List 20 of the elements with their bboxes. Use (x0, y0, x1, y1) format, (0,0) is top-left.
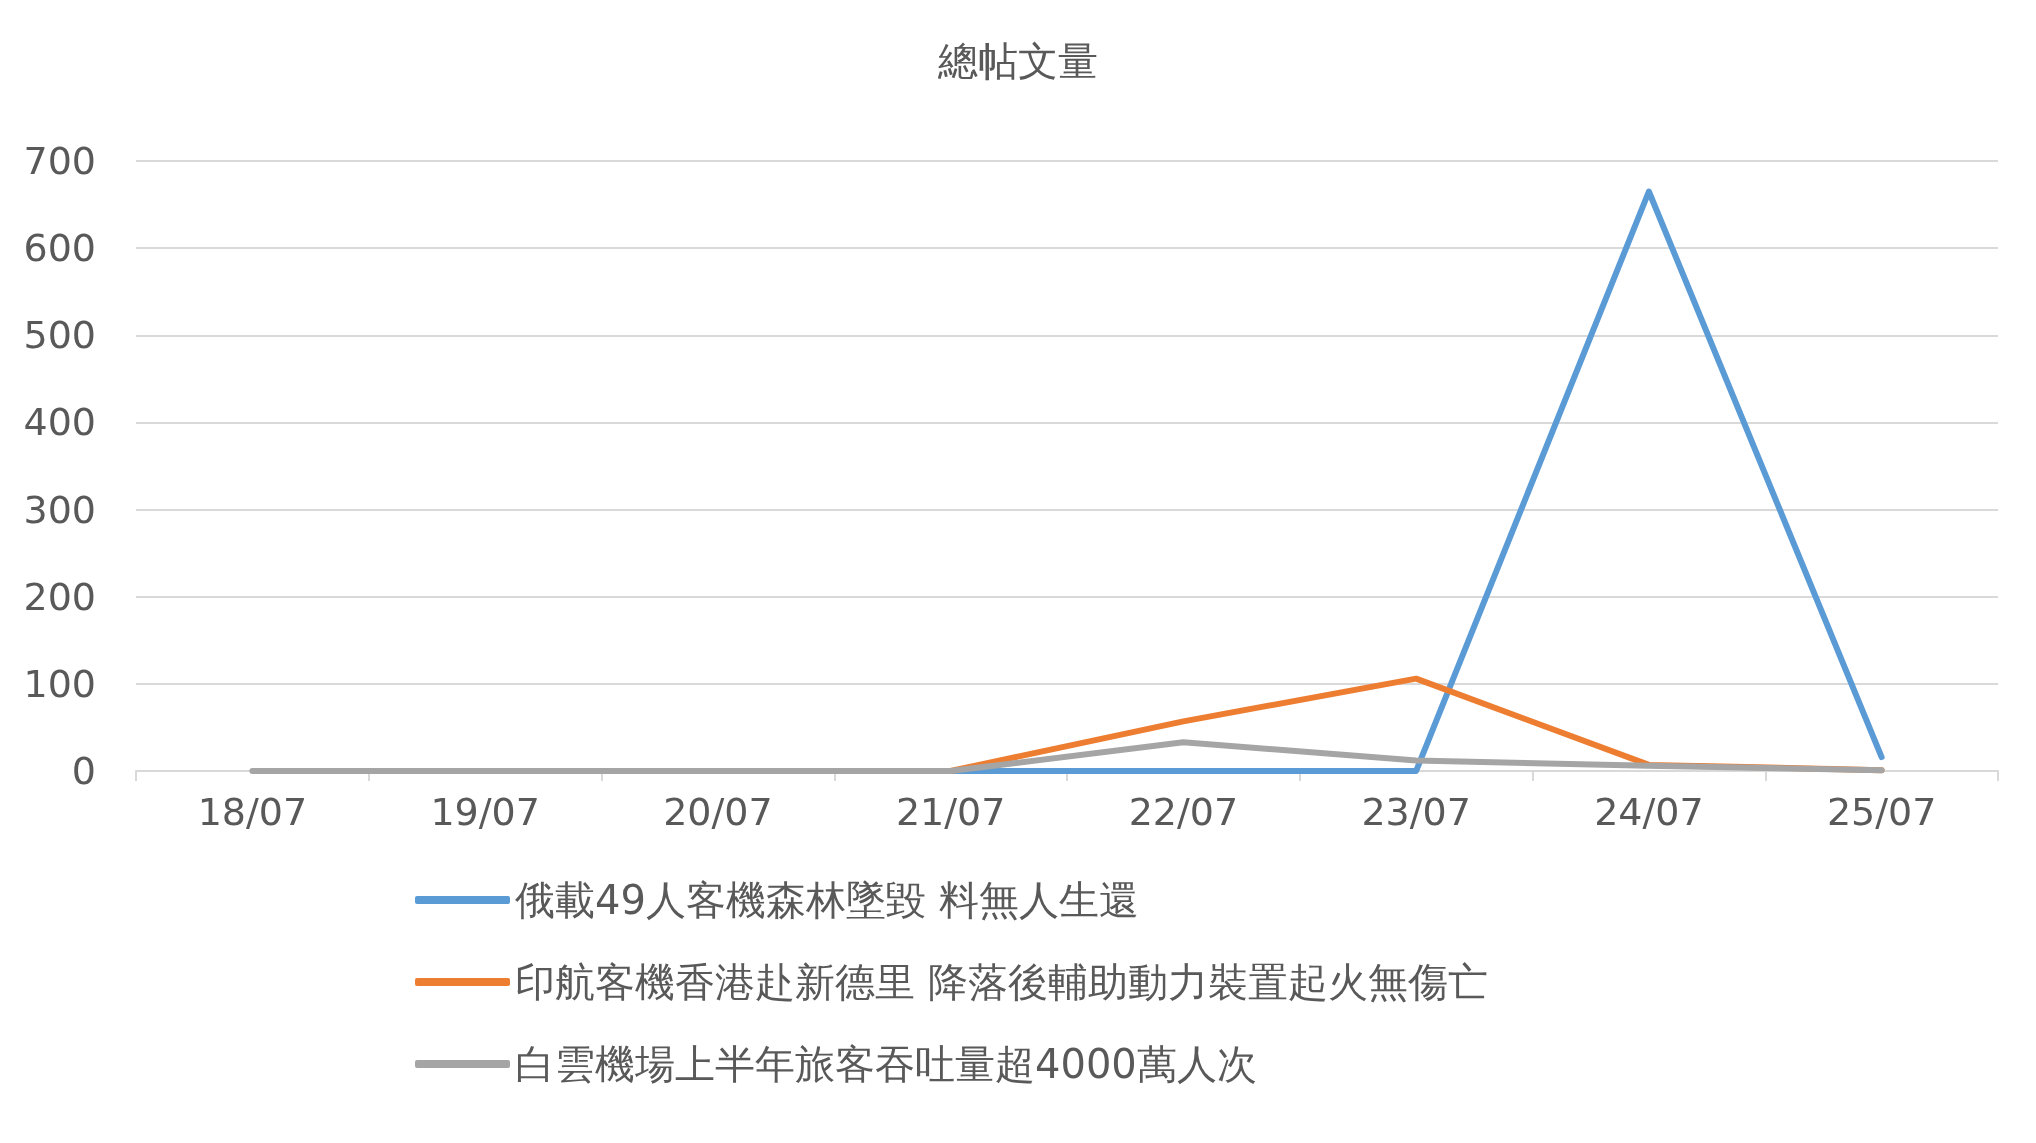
y-tick-label: 200 (23, 574, 96, 619)
y-tick-label: 700 (23, 139, 96, 183)
x-tick-label: 24/07 (1594, 790, 1704, 834)
legend-label: 俄載49人客機森林墜毀 料無人生還 (515, 877, 1139, 923)
x-tick-label: 21/07 (895, 790, 1006, 834)
legend-label: 印航客機香港赴新德里 降落後輔助動力裝置起火無傷亡 (515, 959, 1488, 1005)
chart-title: 總帖文量 (937, 38, 1098, 84)
y-tick-label: 0 (71, 749, 96, 793)
x-tick-label: 20/07 (663, 790, 773, 834)
x-tick-label: 22/07 (1128, 790, 1239, 834)
y-tick-label: 600 (23, 226, 96, 271)
x-tick-label: 18/07 (197, 790, 308, 834)
y-tick-label: 400 (23, 400, 96, 445)
x-tick-label: 19/07 (430, 790, 540, 834)
y-tick-label: 100 (23, 661, 96, 706)
legend-label: 白雲機場上半年旅客吞吐量超4000萬人次 (515, 1041, 1257, 1087)
x-tick-label: 23/07 (1361, 790, 1471, 834)
y-tick-label: 300 (23, 487, 96, 532)
y-tick-label: 500 (23, 313, 96, 358)
x-tick-label: 25/07 (1826, 790, 1937, 834)
